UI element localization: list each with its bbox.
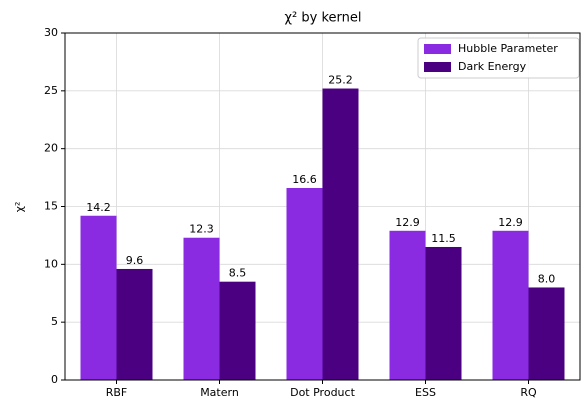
- bar: [322, 88, 359, 381]
- data-label: 8.0: [538, 272, 556, 285]
- data-label: 16.6: [292, 173, 317, 186]
- data-label: 14.2: [86, 201, 111, 214]
- data-label: 11.5: [431, 232, 456, 245]
- bar: [219, 281, 256, 380]
- bar: [389, 230, 426, 380]
- bar: [286, 187, 323, 380]
- legend-label: Hubble Parameter: [458, 42, 558, 55]
- chart-title: χ² by kernel: [285, 11, 362, 26]
- y-tick-label: 0: [51, 373, 58, 386]
- y-tick-label: 30: [44, 26, 58, 39]
- bar: [80, 215, 117, 380]
- data-label: 25.2: [328, 74, 353, 87]
- legend-swatch: [424, 44, 451, 54]
- plot-frame: [64, 32, 581, 381]
- bar: [425, 246, 462, 380]
- x-tick-label: Dot Product: [290, 386, 355, 399]
- x-tick-label: Matern: [200, 386, 239, 399]
- data-label: 12.3: [189, 223, 214, 236]
- legend-label: Dark Energy: [458, 60, 527, 73]
- bar: [183, 237, 220, 380]
- bar: [116, 268, 153, 380]
- data-label: 12.9: [498, 216, 523, 229]
- y-axis-label: χ²: [13, 202, 26, 213]
- y-tick-label: 20: [44, 142, 58, 155]
- x-tick-label: RBF: [106, 386, 128, 399]
- data-label: 9.6: [126, 254, 144, 267]
- y-tick-label: 10: [44, 257, 58, 270]
- x-tick-label: RQ: [520, 386, 537, 399]
- bar: [492, 230, 529, 380]
- data-label: 8.5: [229, 267, 247, 280]
- y-tick-label: 5: [51, 315, 58, 328]
- bar: [528, 287, 565, 380]
- legend-box: [417, 37, 580, 79]
- data-label: 12.9: [395, 216, 420, 229]
- x-tick-label: ESS: [415, 386, 436, 399]
- legend-swatch: [424, 62, 451, 72]
- y-tick-label: 15: [44, 200, 58, 213]
- y-tick-label: 25: [44, 84, 58, 97]
